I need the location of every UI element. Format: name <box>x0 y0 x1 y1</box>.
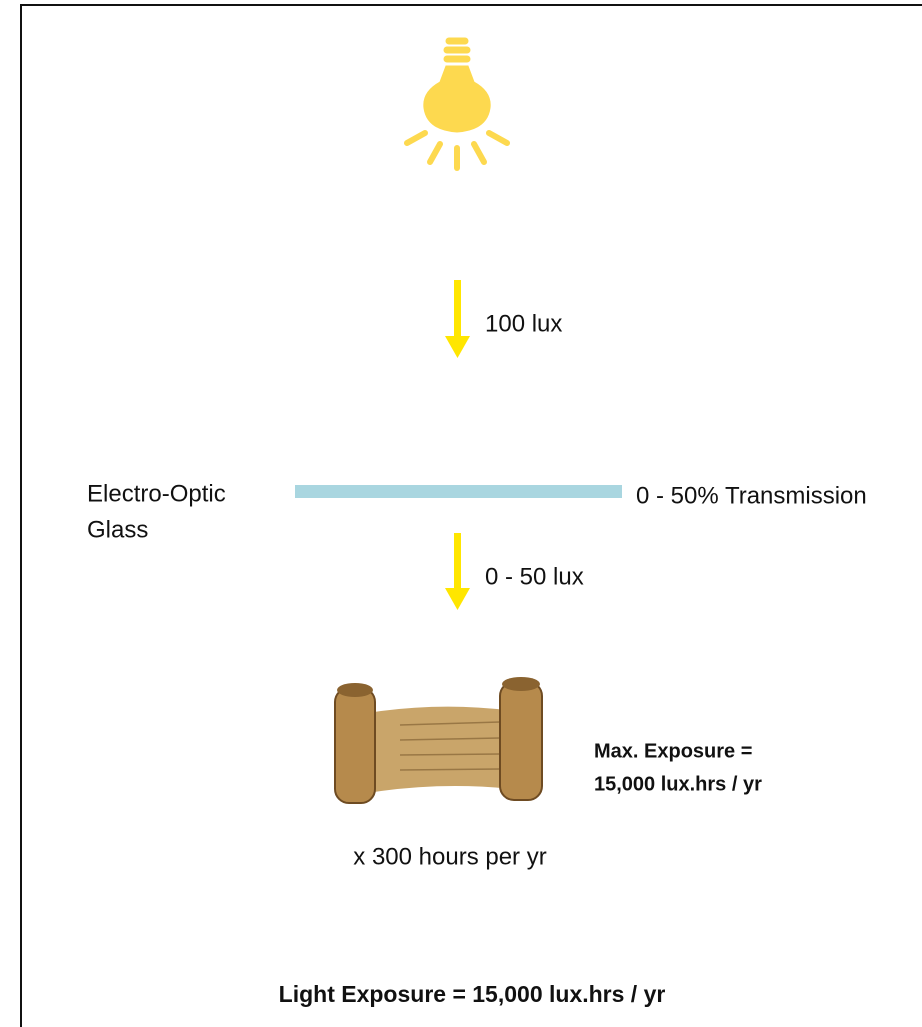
duration-label: x 300 hours per yr <box>353 843 546 870</box>
transmission-label: 0 - 50% Transmission <box>636 482 867 509</box>
transmitted-light-label: 0 - 50 lux <box>485 563 584 590</box>
result-label: Light Exposure = 15,000 lux.hrs / yr <box>279 981 666 1007</box>
arrow <box>445 280 470 358</box>
scroll-image <box>335 677 542 803</box>
light-bulb <box>407 38 507 168</box>
arrow <box>445 533 470 610</box>
glass-label: Electro-Optic <box>87 480 226 507</box>
max-exposure-label: Max. Exposure = <box>594 740 752 762</box>
glass-panel <box>295 485 622 498</box>
glass-label: Glass <box>87 516 148 543</box>
max-exposure-label: 15,000 lux.hrs / yr <box>594 773 762 795</box>
incident-light-label: 100 lux <box>485 310 562 337</box>
diagram: 100 lux Electro-Optic Glass 0 - 50% Tran… <box>0 0 922 1027</box>
frame <box>21 5 922 1027</box>
page: 100 lux Electro-Optic Glass 0 - 50% Tran… <box>0 0 922 1027</box>
